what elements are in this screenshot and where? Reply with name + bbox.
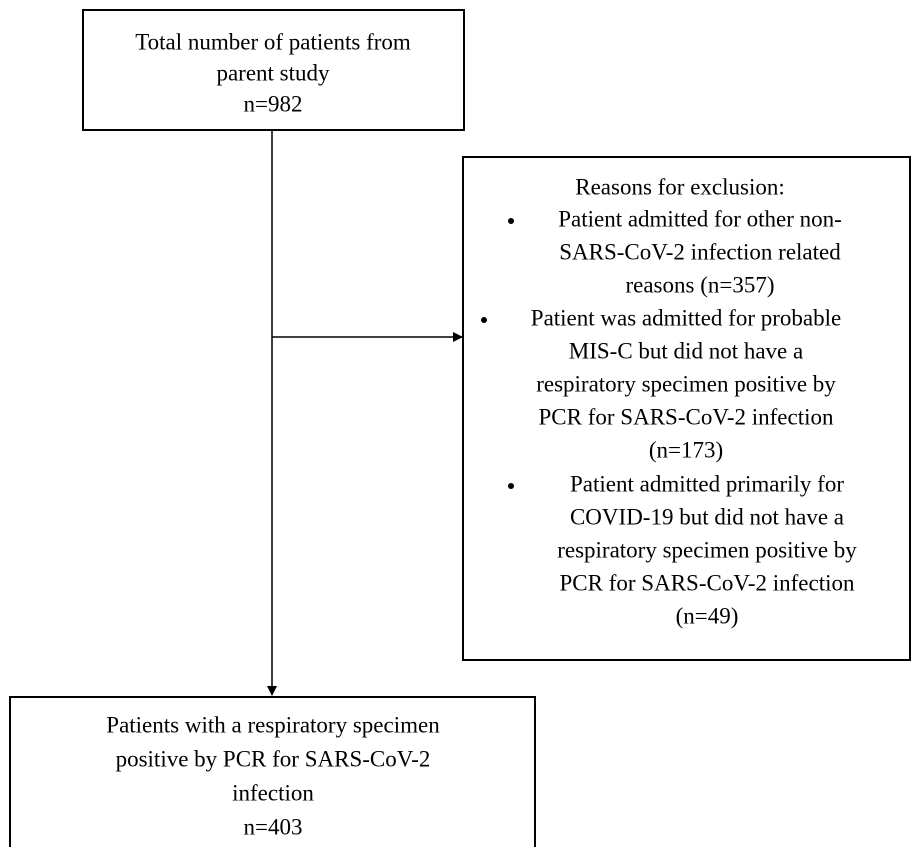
start-line: parent study <box>216 60 330 85</box>
exclusion-line: reasons (n=357) <box>625 272 774 297</box>
final-line: infection <box>232 780 314 805</box>
bullet <box>508 483 514 489</box>
exclusion-line: (n=173) <box>649 437 723 462</box>
exclusion-line: respiratory specimen positive by <box>557 537 857 562</box>
start-line: Total number of patients from <box>135 29 411 54</box>
exclusion-line: (n=49) <box>676 603 739 628</box>
exclusion-line: MIS-C but did not have a <box>569 338 803 363</box>
bullet <box>508 218 514 224</box>
exclusion-heading: Reasons for exclusion: <box>575 174 785 199</box>
exclusion-box <box>462 156 911 661</box>
exclusion-line: Patient was admitted for probable <box>531 305 841 330</box>
final-box <box>9 696 536 847</box>
final-line: n=403 <box>244 814 303 839</box>
start-box <box>82 9 465 131</box>
exclusion-line: COVID-19 but did not have a <box>570 504 844 529</box>
exclusion-line: SARS-CoV-2 infection related <box>559 239 841 264</box>
final-line: Patients with a respiratory specimen <box>106 712 440 737</box>
text-layer: Total number of patients from parent stud… <box>106 29 857 839</box>
exclusion-line: PCR for SARS-CoV-2 infection <box>560 570 855 595</box>
exclusion-line: Patient admitted primarily for <box>570 471 844 496</box>
bullet <box>481 317 487 323</box>
final-line: positive by PCR for SARS-CoV-2 <box>116 746 431 771</box>
exclusion-line: respiratory specimen positive by <box>536 371 836 396</box>
exclusion-line: Patient admitted for other non- <box>558 206 842 231</box>
start-line: n=982 <box>244 91 303 116</box>
exclusion-line: PCR for SARS-CoV-2 infection <box>539 404 834 429</box>
